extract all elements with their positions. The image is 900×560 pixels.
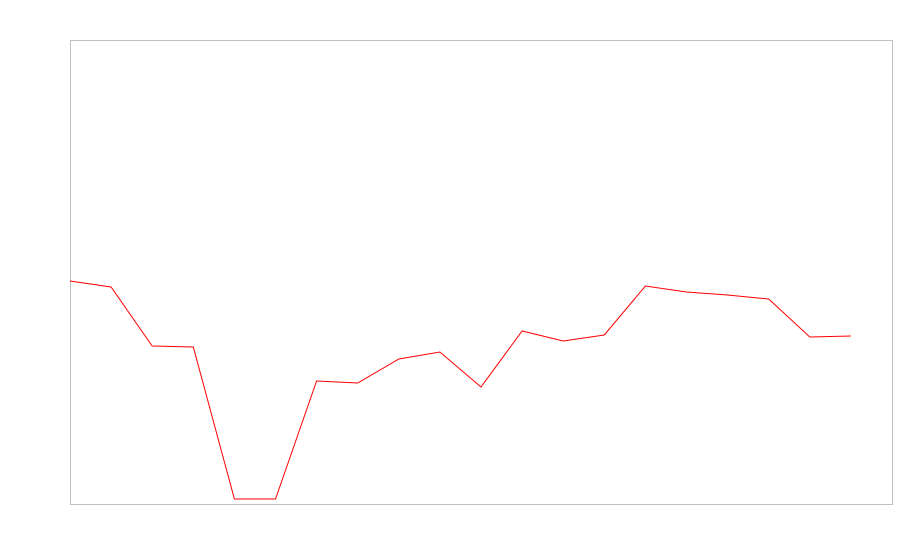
series-layer [69,280,851,500]
plot-frame [70,40,893,505]
series-line-0 [69,280,851,500]
